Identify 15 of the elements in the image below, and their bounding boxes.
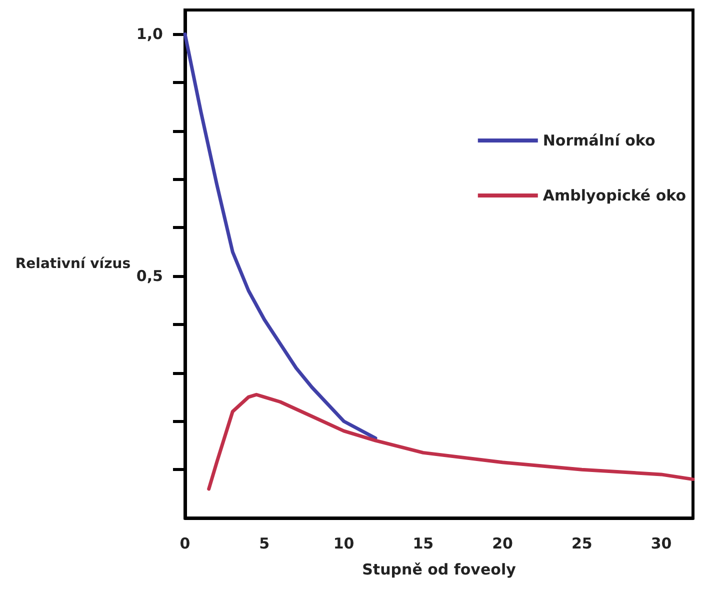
x-tick-label: 0 — [180, 534, 190, 552]
y-tick-label: 1,0 — [136, 25, 163, 44]
x-tick-label: 10 — [333, 534, 354, 552]
legend-label: Normální oko — [542, 132, 656, 150]
y-axis-title: Relativní vízus — [15, 256, 131, 272]
x-tick-label: 15 — [412, 534, 434, 552]
legend-label: Amblyopické oko — [542, 186, 686, 204]
x-tick-label: 30 — [650, 534, 672, 552]
line-series — [183, 32, 378, 440]
x-tick-label: 5 — [259, 534, 270, 552]
x-tick-label: 25 — [571, 534, 592, 552]
x-tick-label: 20 — [492, 534, 513, 552]
y-tick-label: 0,5 — [136, 267, 163, 286]
x-axis-title: Stupně od foveoly — [362, 560, 516, 578]
line-series — [207, 392, 695, 491]
